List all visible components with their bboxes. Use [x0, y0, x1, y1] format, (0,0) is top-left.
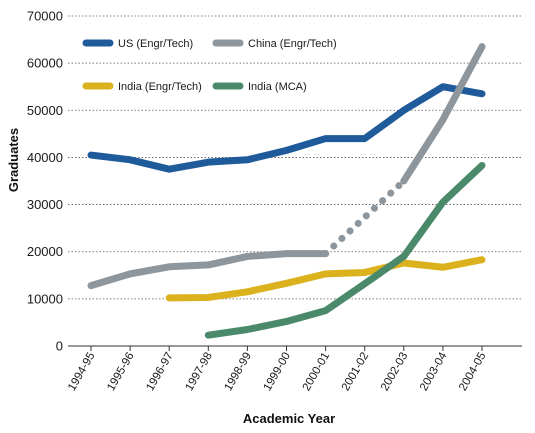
legend-label: China (Engr/Tech) — [248, 38, 337, 50]
legend-item-0: US (Engr/Tech) — [82, 38, 193, 50]
y-tick-label: 20000 — [27, 244, 63, 259]
y-tick-label: 40000 — [27, 150, 63, 165]
y-tick-label: 50000 — [27, 103, 63, 118]
y-tick-label: 0 — [56, 339, 63, 354]
y-tick-label: 70000 — [27, 9, 63, 24]
x-axis-title: Academic Year — [243, 411, 335, 426]
legend-item-2: India (Engr/Tech) — [82, 81, 202, 93]
x-tick-label: 1994-95 — [66, 351, 98, 394]
legend-label: India (MCA) — [248, 81, 307, 93]
series-line-solid — [400, 43, 486, 185]
y-tick-label: 30000 — [27, 197, 63, 212]
x-tick-label: 2002-03 — [379, 351, 411, 394]
y-tick-label: 10000 — [27, 291, 63, 306]
y-axis-title: Graduates — [6, 128, 21, 192]
x-tick-label: 2004-05 — [457, 351, 489, 394]
series-line-solid — [87, 250, 330, 290]
series-line-solid — [204, 161, 486, 339]
x-tick-label: 1998-99 — [222, 351, 254, 394]
legend-item-1: China (Engr/Tech) — [212, 38, 337, 50]
legend: US (Engr/Tech) China (Engr/Tech) India (En… — [82, 38, 337, 93]
y-tick-label: 60000 — [27, 56, 63, 71]
legend-item-3: India (MCA) — [212, 81, 307, 93]
series-0 — [87, 83, 486, 173]
series-line-solid — [87, 83, 486, 173]
legend-label: India (Engr/Tech) — [118, 81, 202, 93]
series-line-solid — [165, 256, 486, 302]
legend-label: US (Engr/Tech) — [118, 38, 193, 50]
series-line-dotted — [322, 177, 408, 258]
series-2 — [165, 256, 486, 302]
x-tick-label: 2003-04 — [418, 350, 450, 393]
x-tick-label: 1995-96 — [105, 351, 137, 394]
x-tick-label: 1999-00 — [262, 351, 294, 394]
series-1 — [87, 43, 486, 290]
series-3 — [204, 161, 486, 339]
x-tick-label: 1997-98 — [183, 351, 215, 394]
x-tick-label: 2001-02 — [340, 351, 372, 394]
series-lines — [87, 43, 486, 339]
x-tick-label: 2000-01 — [301, 351, 333, 394]
x-tick-label: 1996-97 — [144, 351, 176, 394]
